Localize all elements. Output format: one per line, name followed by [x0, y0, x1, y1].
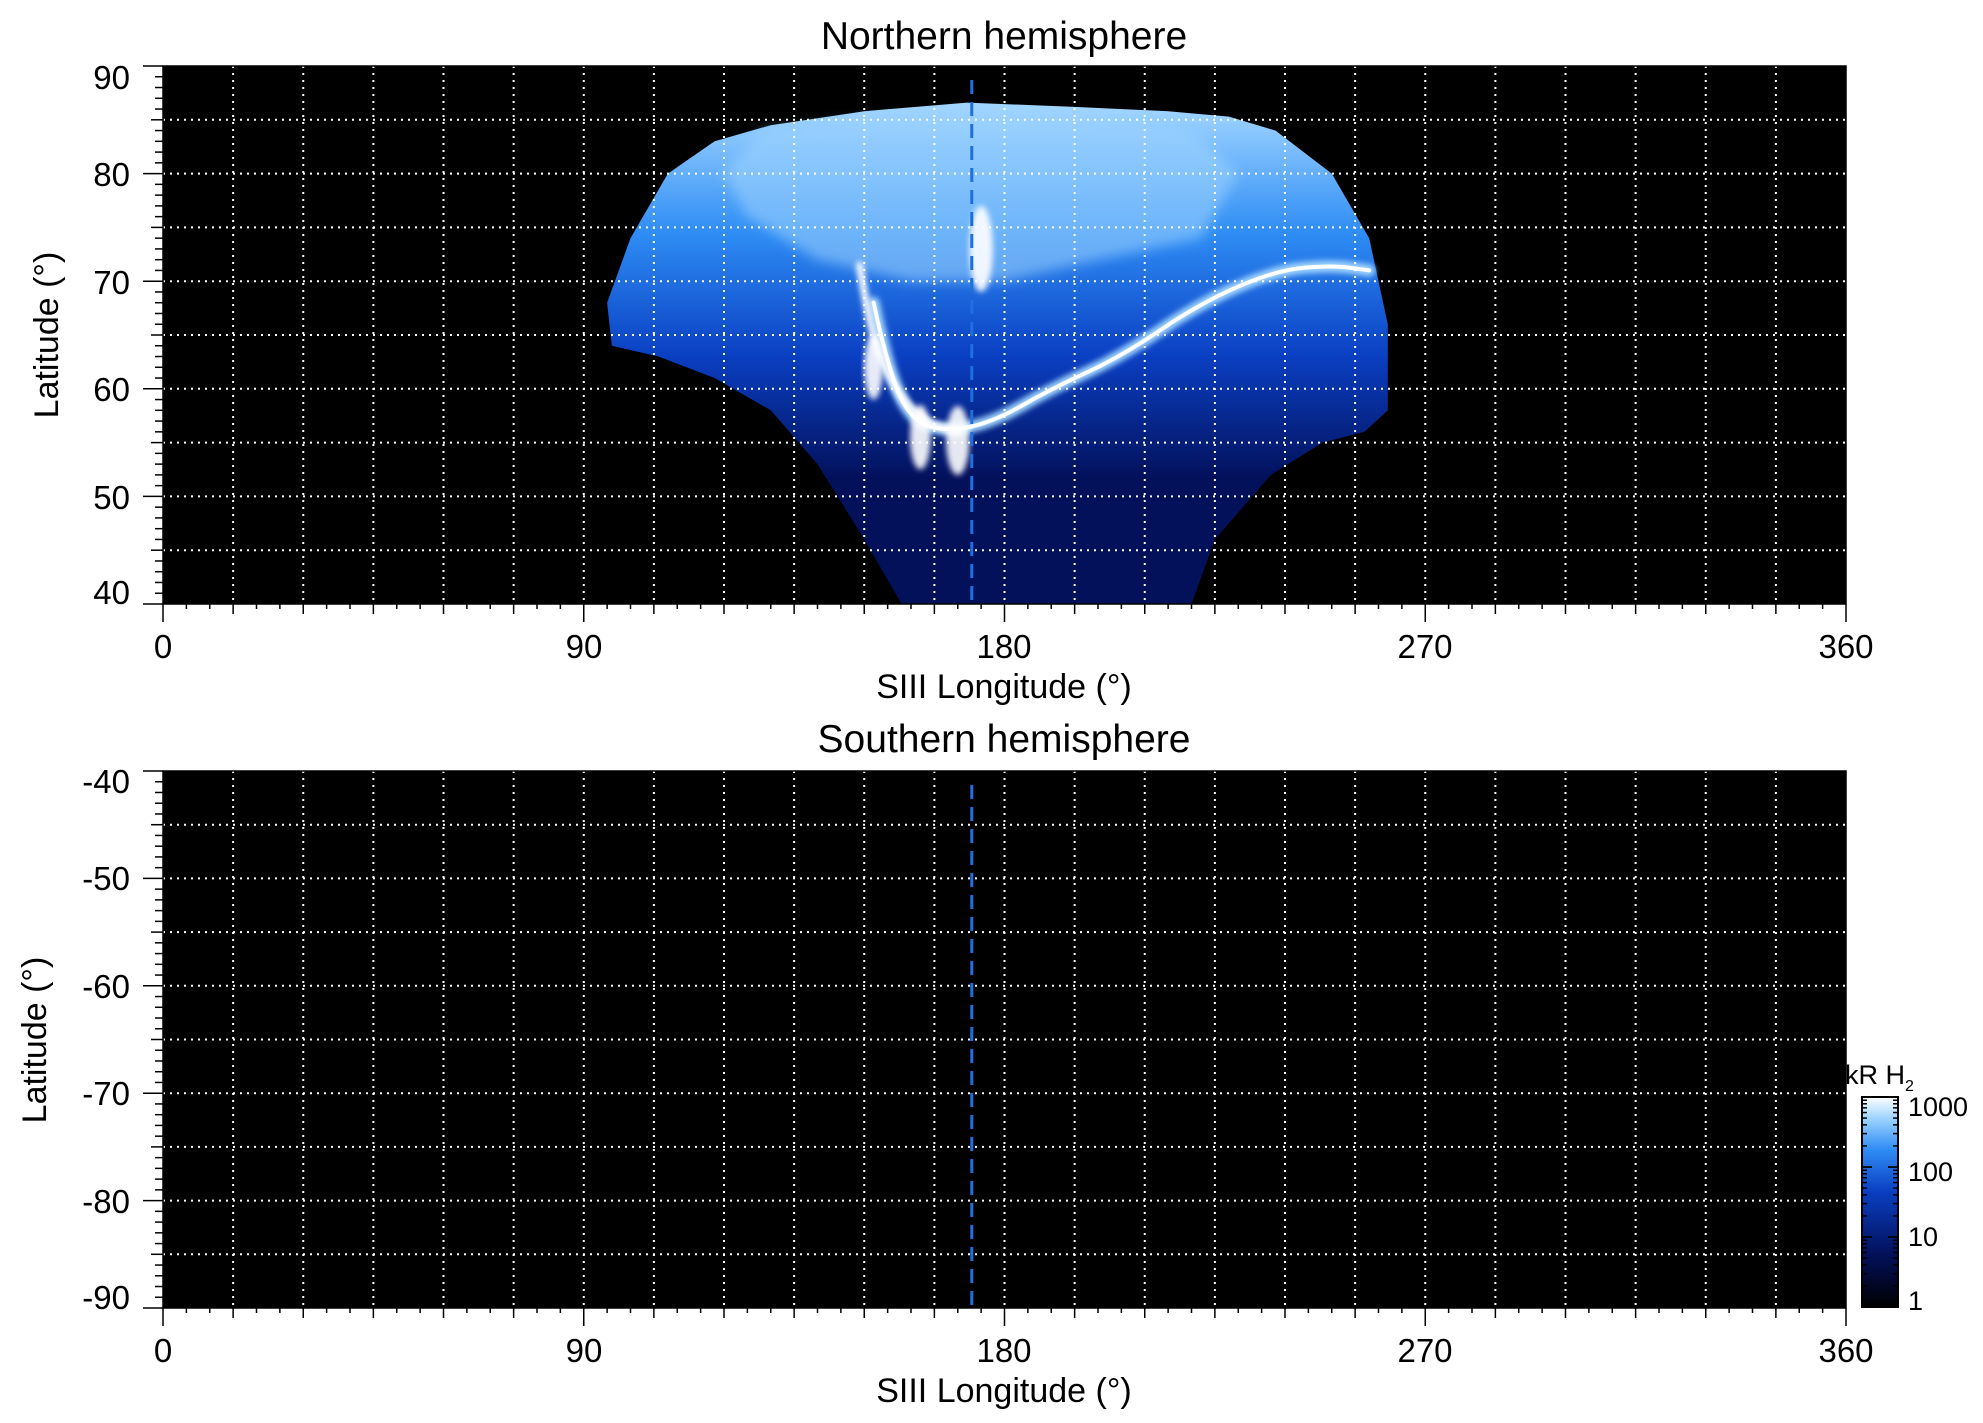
y-tick-labels: 40 50 60 70 80 90: [93, 59, 130, 611]
colorbar-tick-labels: 1 10 100 1000: [1908, 1092, 1968, 1316]
x-tick-label: 180: [976, 1332, 1031, 1369]
x-tick-label: 360: [1818, 1332, 1873, 1369]
colorbar: kR H2 1 10 100 1000: [1845, 1060, 1968, 1316]
polar-emission-glow: [724, 114, 1239, 282]
x-tick-labels: 0 90 180 270 360: [154, 628, 1874, 665]
x-tick-label: 90: [566, 1332, 603, 1369]
y-tick-label: -90: [82, 1279, 130, 1316]
y-tick-labels: -40 -50 -60 -70 -80 -90: [82, 763, 130, 1316]
colorbar-tick-label: 10: [1908, 1222, 1938, 1252]
y-axis-label: Latitude (°): [16, 957, 54, 1124]
x-tick-label: 180: [976, 628, 1031, 665]
y-tick-label: -50: [82, 860, 130, 897]
x-axis-ticks: [162, 1308, 1847, 1326]
emission-spot: [910, 404, 931, 470]
x-tick-label: 270: [1397, 1332, 1452, 1369]
panel-title: Southern hemisphere: [818, 718, 1191, 761]
x-tick-label: 0: [154, 628, 172, 665]
colorbar-label-subscript: 2: [1905, 1078, 1914, 1095]
y-tick-label: -40: [82, 763, 130, 800]
colorbar-tick-label: 1: [1908, 1286, 1923, 1316]
x-axis-ticks: [162, 604, 1847, 622]
y-tick-label: 40: [93, 574, 130, 611]
y-axis-label: Latitude (°): [28, 252, 66, 419]
grid: [163, 66, 1846, 604]
y-tick-label: -60: [82, 968, 130, 1005]
colorbar-ticks: [1862, 1096, 1898, 1308]
colorbar-gradient: [1861, 1096, 1899, 1308]
y-tick-label: 90: [93, 59, 130, 96]
x-axis-label: SIII Longitude (°): [876, 1372, 1132, 1410]
panel-title: Northern hemisphere: [821, 15, 1187, 58]
y-tick-label: -80: [82, 1183, 130, 1220]
colorbar-tick-label: 100: [1908, 1157, 1953, 1187]
y-tick-label: 60: [93, 371, 130, 408]
y-tick-label: -70: [82, 1075, 130, 1112]
x-tick-label: 0: [154, 1332, 172, 1369]
panel-northern-hemisphere: Northern hemisphere 0 90 180 270 360 40 …: [28, 15, 1874, 706]
y-axis-ticks: [143, 65, 163, 605]
x-tick-labels: 0 90 180 270 360: [154, 1332, 1874, 1369]
y-tick-label: 80: [93, 156, 130, 193]
panel-southern-hemisphere: Southern hemisphere 0 90 180 270 360 -40…: [16, 718, 1874, 1410]
x-tick-label: 270: [1397, 628, 1452, 665]
y-tick-label: 70: [93, 264, 130, 301]
emission-spot: [864, 335, 883, 400]
bright-emission-spots: [864, 205, 993, 475]
y-tick-label: 50: [93, 479, 130, 516]
x-axis-label: SIII Longitude (°): [876, 668, 1132, 706]
x-tick-label: 90: [566, 628, 603, 665]
colorbar-tick-label: 1000: [1908, 1092, 1968, 1122]
main-auroral-oval-core: [871, 264, 1372, 432]
grid: [163, 771, 1846, 1308]
x-tick-label: 360: [1818, 628, 1873, 665]
emission-spot: [946, 406, 970, 475]
y-axis-ticks: [143, 770, 163, 1309]
colorbar-label: kR H2: [1845, 1060, 1914, 1095]
